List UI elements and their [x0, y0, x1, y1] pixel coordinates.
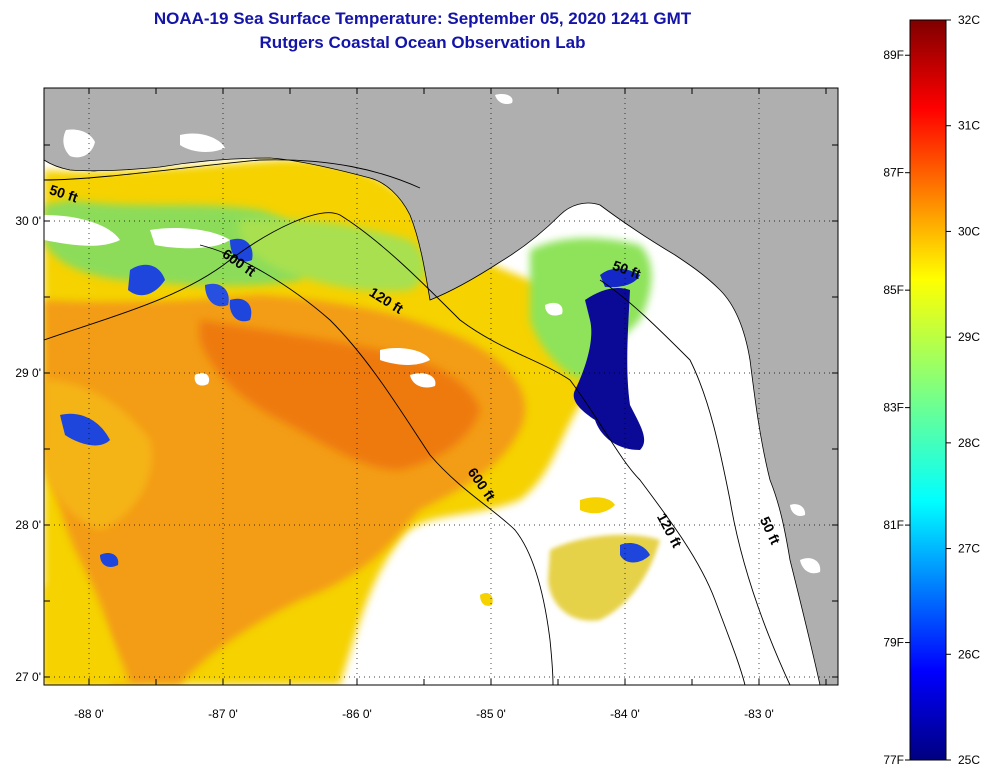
lat-tick-label: 30 0' [15, 214, 41, 228]
colorbar-celsius-label: 29C [958, 330, 980, 344]
bay-white [63, 129, 95, 158]
lon-tick-label: -83 0' [744, 707, 774, 721]
bay-white [180, 133, 225, 152]
contour-50ft-east [599, 279, 791, 685]
map-title: NOAA-19 Sea Surface Temperature: Septemb… [153, 9, 692, 28]
lon-tick-label: -84 0' [610, 707, 640, 721]
bay-white [495, 93, 513, 105]
bathymetry-contours [44, 159, 791, 685]
coastline [44, 157, 821, 685]
map-frame [43, 87, 839, 686]
axis-ticks [44, 88, 838, 685]
colorbar [909, 19, 947, 761]
lat-tick-label: 27 0' [15, 670, 41, 684]
map-subtitle: Rutgers Coastal Ocean Observation Lab [259, 33, 586, 52]
contour-120ft [44, 212, 746, 685]
land-mass [44, 88, 838, 685]
colorbar-fahrenheit-label: 87F [883, 166, 904, 180]
bay-white [800, 558, 821, 574]
contour-50ft [44, 159, 421, 189]
colorbar-fahrenheit-label: 77F [883, 753, 904, 767]
lat-tick-label: 28 0' [15, 518, 41, 532]
colorbar-celsius-label: 25C [958, 753, 980, 767]
colorbar-celsius-label: 30C [958, 224, 980, 238]
colorbar-fahrenheit-label: 85F [883, 283, 904, 297]
lon-tick-label: -87 0' [208, 707, 238, 721]
bay-white [790, 504, 806, 516]
lon-tick-label: -85 0' [476, 707, 506, 721]
colorbar-celsius-label: 26C [958, 647, 980, 661]
colorbar-fahrenheit-label: 89F [883, 48, 904, 62]
lon-tick-label: -88 0' [74, 707, 104, 721]
colorbar-fahrenheit-label: 79F [883, 636, 904, 650]
colorbar-celsius-label: 27C [958, 542, 980, 556]
lon-tick-label: -86 0' [342, 707, 372, 721]
colorbar-fahrenheit-label: 81F [883, 518, 904, 532]
colorbar-celsius-label: 31C [958, 119, 980, 133]
colorbar-celsius-label: 32C [958, 13, 980, 27]
lat-tick-label: 29 0' [15, 366, 41, 380]
axis-labels: -88 0' -87 0' -86 0' -85 0' -84 0' -83 0' 27 0… [15, 214, 773, 721]
contour-600ft [199, 244, 554, 685]
colorbar-celsius-label: 28C [958, 436, 980, 450]
sst-field [44, 147, 660, 685]
colorbar-labels: 32C 31C 30C 29C 28C 27C 26C 25C 89F 87F 85F 83F 81F 7… [883, 13, 980, 767]
colorbar-fahrenheit-label: 83F [883, 401, 904, 415]
